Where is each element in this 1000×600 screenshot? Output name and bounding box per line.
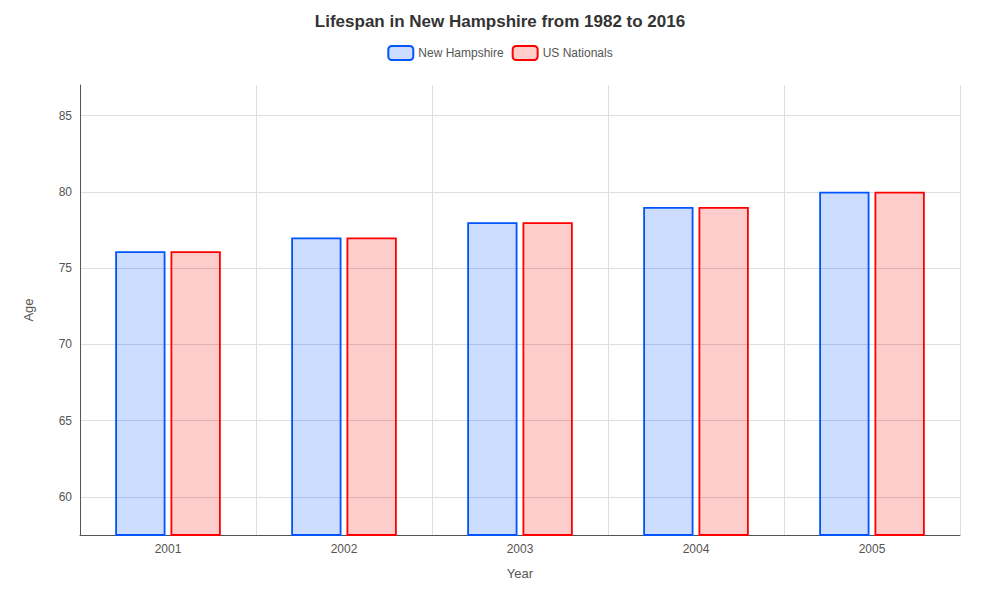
- svg-text:2005: 2005: [859, 542, 886, 556]
- svg-text:New Hampshire: New Hampshire: [418, 46, 504, 60]
- svg-text:70: 70: [59, 337, 73, 351]
- svg-text:Lifespan in New Hampshire from: Lifespan in New Hampshire from 1982 to 2…: [315, 12, 685, 31]
- svg-text:80: 80: [59, 185, 73, 199]
- svg-text:2001: 2001: [155, 542, 182, 556]
- svg-text:2004: 2004: [683, 542, 710, 556]
- svg-text:65: 65: [59, 414, 73, 428]
- svg-text:2002: 2002: [331, 542, 358, 556]
- svg-text:75: 75: [59, 261, 73, 275]
- svg-text:Year: Year: [507, 566, 534, 581]
- svg-text:85: 85: [59, 109, 73, 123]
- svg-text:60: 60: [59, 490, 73, 504]
- svg-text:Age: Age: [21, 298, 36, 321]
- svg-text:US Nationals: US Nationals: [543, 46, 613, 60]
- svg-text:2003: 2003: [507, 542, 534, 556]
